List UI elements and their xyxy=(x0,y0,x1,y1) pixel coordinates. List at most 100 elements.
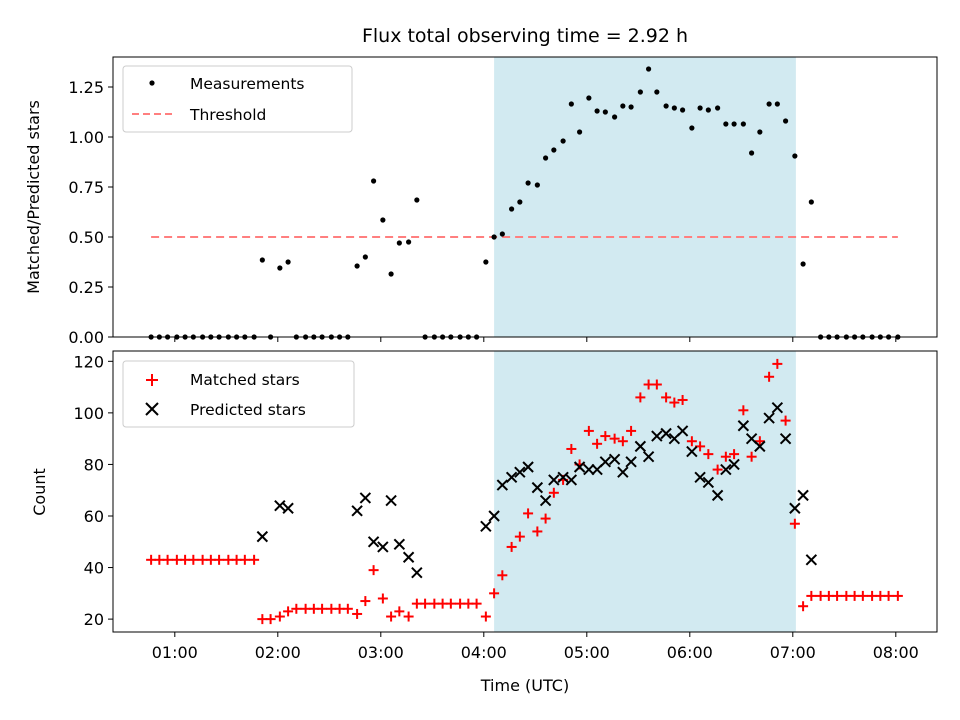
x-tick-label: 02:00 xyxy=(255,643,301,662)
matched-star-marker xyxy=(548,487,559,498)
measurement-point xyxy=(509,206,515,212)
measurement-point xyxy=(715,105,721,111)
matched-star-marker xyxy=(249,554,260,565)
measurement-point xyxy=(766,101,772,107)
predicted-star-marker xyxy=(711,489,724,502)
matched-star-marker xyxy=(712,464,723,475)
matched-star-marker xyxy=(342,603,353,614)
top-panel: Flux total observing time = 2.92 h 0.000… xyxy=(24,25,938,347)
measurement-point xyxy=(723,121,729,127)
measurement-point xyxy=(543,155,549,161)
matched-star-marker xyxy=(360,596,371,607)
predicted-star-marker xyxy=(505,471,518,484)
measurement-point xyxy=(285,259,291,265)
predicted-star-marker xyxy=(805,554,818,566)
predicted-star-marker xyxy=(393,538,406,551)
y-tick-label: 0.50 xyxy=(68,228,104,247)
legend-predicted-label: Predicted stars xyxy=(190,401,306,419)
matched-star-marker xyxy=(686,436,697,447)
matched-star-marker xyxy=(600,431,611,442)
matched-stars-group xyxy=(146,358,903,625)
measurement-point xyxy=(792,153,798,159)
y-tick-label: 80 xyxy=(84,455,104,474)
x-tick-label: 04:00 xyxy=(461,643,507,662)
predicted-star-marker xyxy=(488,510,500,522)
measurement-point xyxy=(362,254,368,260)
y-tick-label: 60 xyxy=(84,507,104,526)
predicted-star-marker xyxy=(385,494,397,507)
matched-star-marker xyxy=(532,526,543,537)
predicted-star-marker xyxy=(359,492,372,504)
measurement-point xyxy=(671,105,677,111)
matched-star-marker xyxy=(677,394,688,405)
matched-star-marker xyxy=(239,554,250,565)
matched-star-marker xyxy=(746,451,757,462)
predicted-star-marker xyxy=(763,412,775,424)
measurement-point xyxy=(370,178,377,184)
predicted-star-marker xyxy=(642,450,655,463)
bottom-legend: Matched stars Predicted stars xyxy=(122,360,355,428)
y-tick-label: 0.25 xyxy=(68,278,104,297)
matched-star-marker xyxy=(892,590,903,601)
predicted-star-marker xyxy=(617,466,629,478)
predicted-star-marker xyxy=(676,425,689,437)
matched-star-marker xyxy=(703,449,714,460)
matched-star-marker xyxy=(265,614,276,625)
matched-star-marker xyxy=(420,598,431,609)
predicted-star-marker xyxy=(539,494,552,507)
matched-star-marker xyxy=(764,371,775,382)
x-tick-label: 05:00 xyxy=(564,643,610,662)
measurement-point xyxy=(705,107,711,113)
matched-star-marker xyxy=(566,443,577,454)
legend-matched-marker xyxy=(146,374,158,386)
top-y-axis-label: Matched/Predicted stars xyxy=(24,100,43,294)
x-tick-label: 01:00 xyxy=(152,643,198,662)
predicted-star-marker xyxy=(702,476,715,489)
matched-star-marker xyxy=(720,451,731,462)
measurement-point xyxy=(637,89,643,95)
bottom-legend-box xyxy=(122,360,355,428)
predicted-star-marker xyxy=(797,489,809,502)
bottom-shaded-window xyxy=(494,351,796,632)
measurement-point xyxy=(525,180,531,186)
predicted-star-marker xyxy=(274,499,286,512)
matched-star-marker xyxy=(514,531,525,542)
predicted-star-marker xyxy=(686,445,698,458)
legend-predicted-marker xyxy=(145,402,159,416)
measurement-point xyxy=(679,107,686,113)
y-tick-label: 100 xyxy=(73,404,104,423)
measurement-point xyxy=(483,259,489,265)
measurement-point xyxy=(612,114,618,120)
matched-star-marker xyxy=(283,606,294,617)
measurement-point xyxy=(568,101,574,107)
measurement-point xyxy=(388,271,394,277)
top-legend: Measurements Threshold xyxy=(122,65,353,133)
legend-measurements-marker xyxy=(149,80,155,86)
x-tick-label: 07:00 xyxy=(770,643,816,662)
predicted-star-marker xyxy=(634,440,647,453)
measurement-point xyxy=(380,217,386,223)
y-tick-label: 0.00 xyxy=(68,328,104,347)
predicted-star-marker xyxy=(565,474,578,486)
matched-star-marker xyxy=(780,415,791,426)
y-tick-label: 40 xyxy=(84,559,104,578)
predicted-star-marker xyxy=(367,536,380,548)
predicted-star-marker xyxy=(728,458,740,471)
measurement-point xyxy=(620,103,626,109)
legend-threshold-label: Threshold xyxy=(189,106,266,124)
measurement-point xyxy=(560,138,566,144)
matched-star-marker xyxy=(857,590,868,601)
y-tick-label: 0.75 xyxy=(68,178,104,197)
predicted-stars-group xyxy=(256,402,818,579)
measurement-point xyxy=(551,147,557,153)
measurement-point xyxy=(517,199,523,205)
measurement-point xyxy=(663,103,669,109)
matched-star-marker xyxy=(540,513,551,524)
predicted-star-marker xyxy=(496,479,509,491)
matched-star-marker xyxy=(883,590,894,601)
top-x-axis-ticks xyxy=(174,337,897,342)
matched-star-marker xyxy=(480,611,491,622)
matched-star-marker xyxy=(592,438,603,449)
matched-star-marker xyxy=(617,436,628,447)
